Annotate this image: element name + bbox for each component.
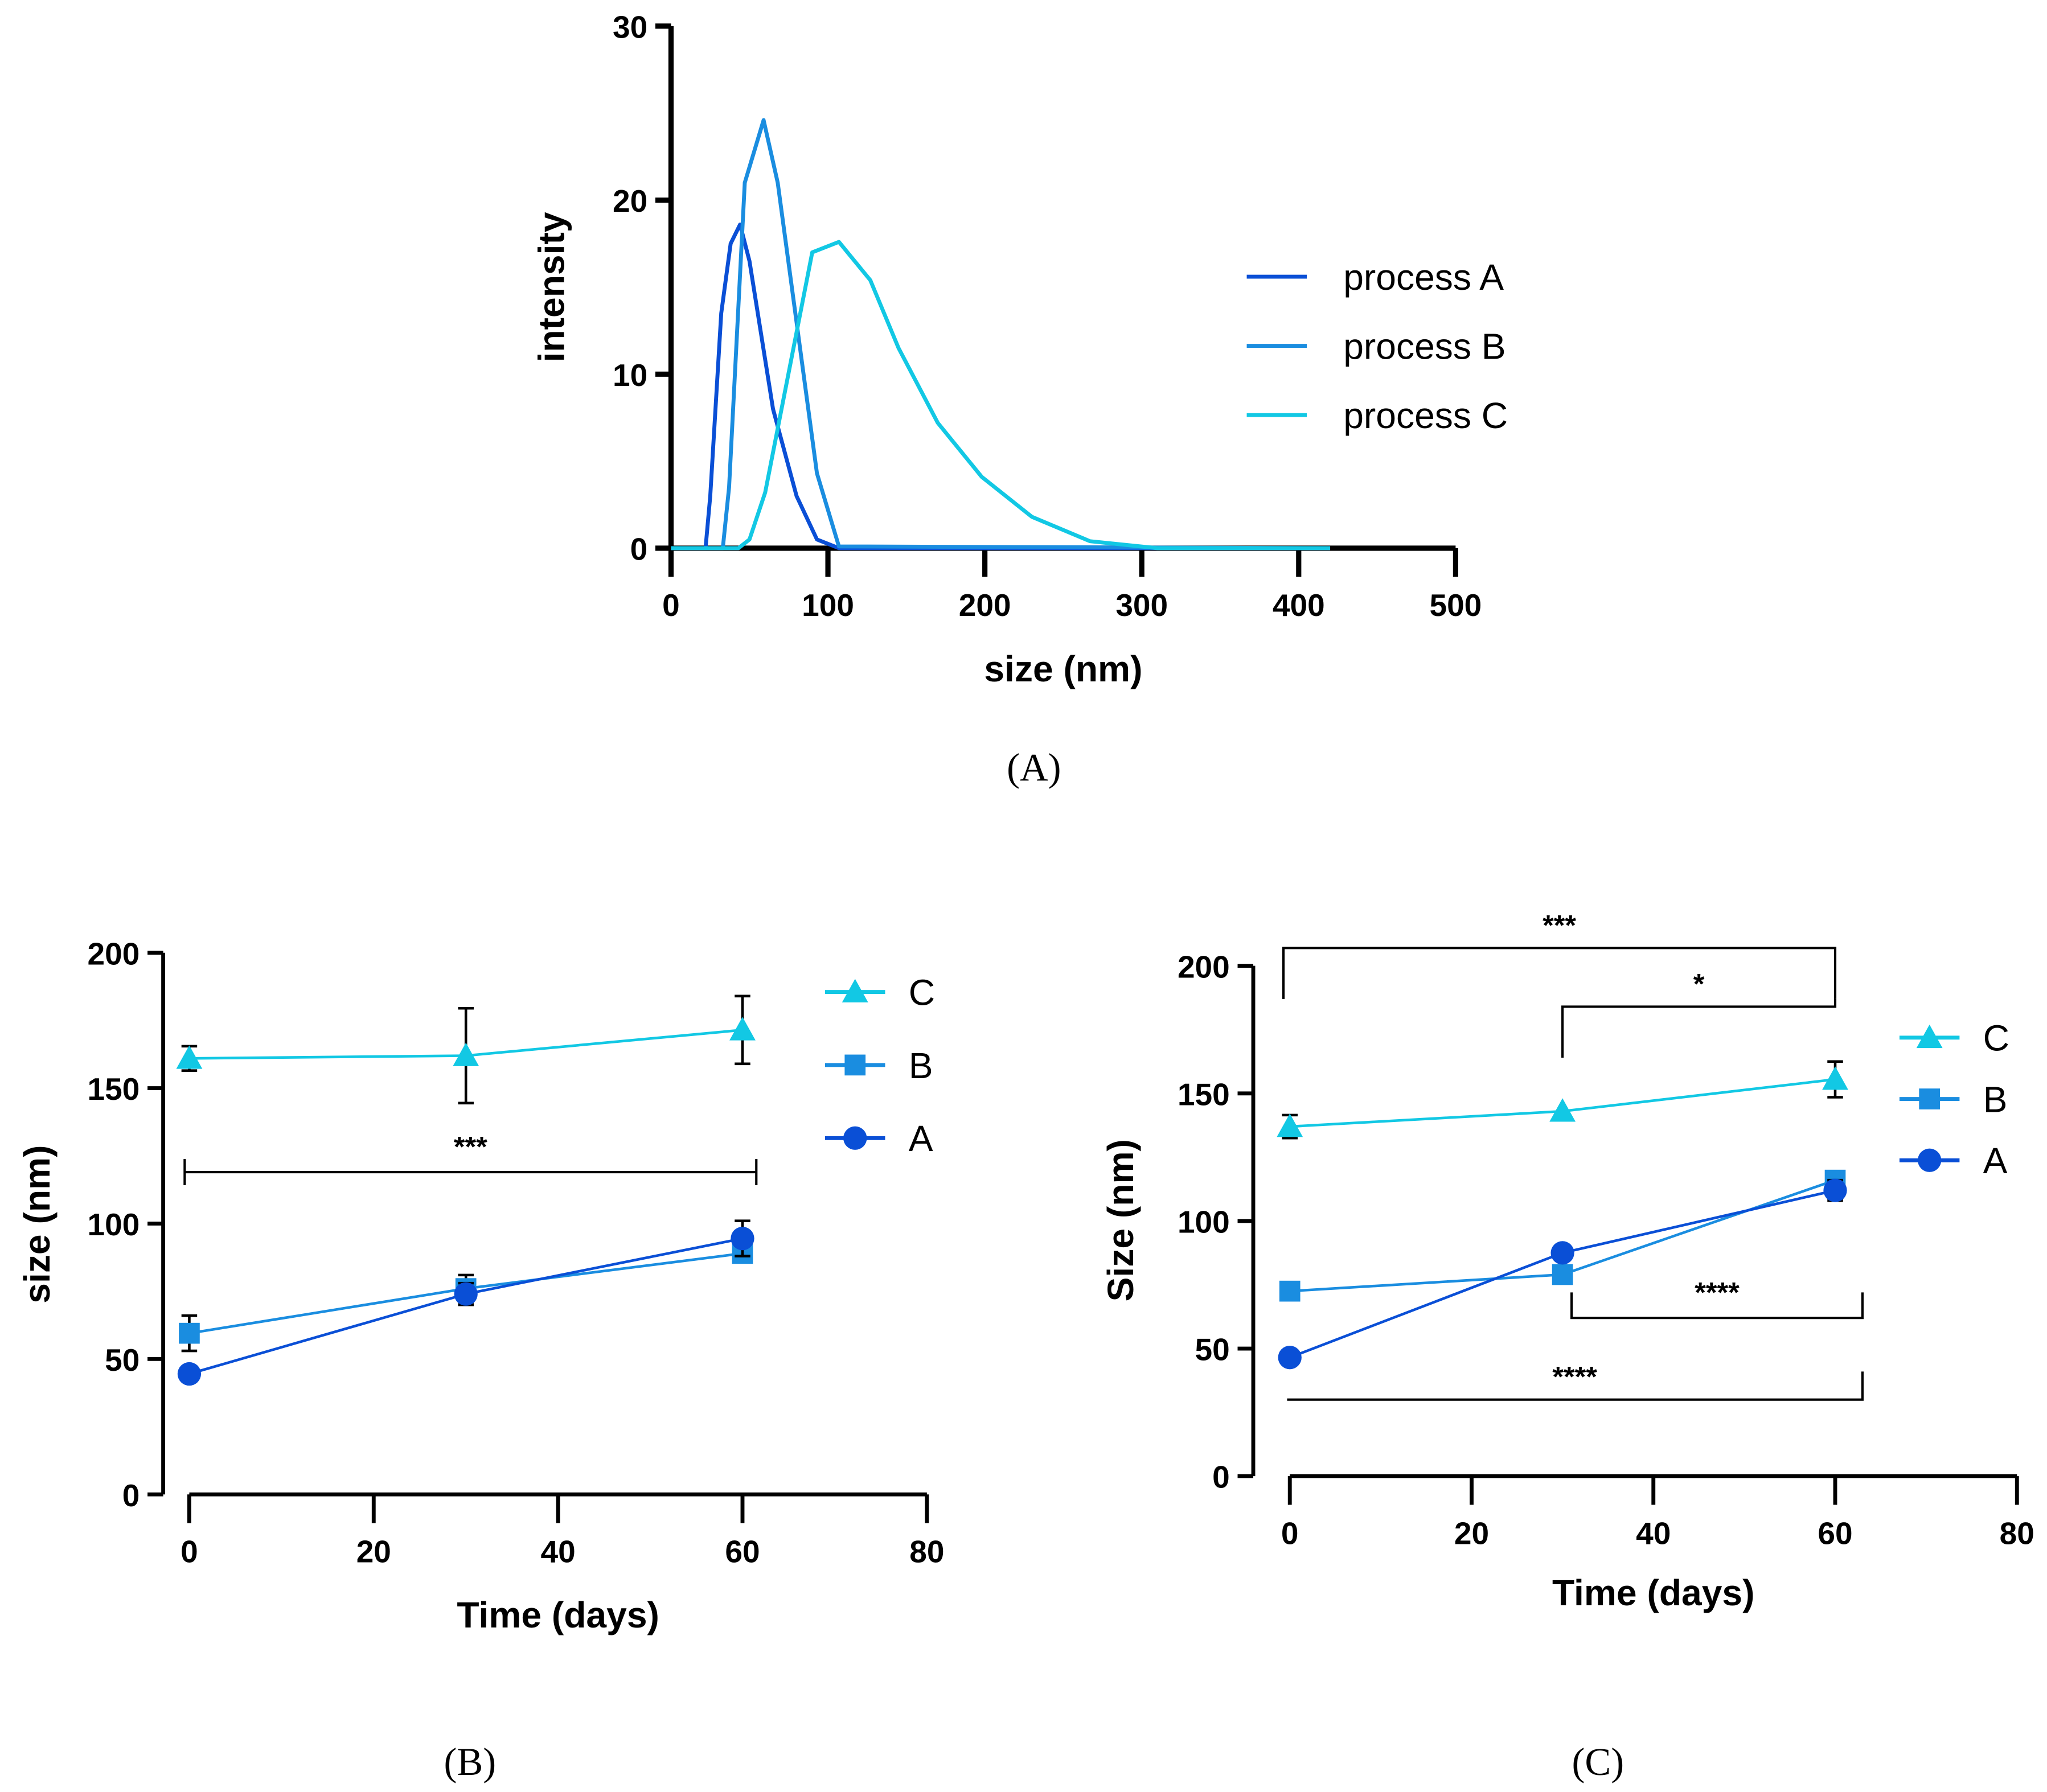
triangle-marker bbox=[453, 1042, 479, 1066]
circle-marker bbox=[1823, 1178, 1847, 1202]
significance-label: **** bbox=[1552, 1361, 1597, 1393]
series-line bbox=[188, 1237, 743, 1375]
x-axis-label: Time (days) bbox=[457, 1594, 659, 1635]
series-process-b bbox=[671, 118, 1330, 550]
x-tick-label: 60 bbox=[1818, 1515, 1852, 1551]
circle-marker bbox=[1278, 1346, 1302, 1370]
x-tick-label: 0 bbox=[1281, 1515, 1299, 1551]
square-marker bbox=[179, 1322, 200, 1344]
square-marker bbox=[844, 1054, 866, 1076]
legend-label: process A bbox=[1343, 257, 1504, 298]
triangle-marker bbox=[729, 1017, 756, 1041]
circle-marker bbox=[454, 1282, 478, 1306]
panel-caption: (C) bbox=[1572, 1740, 1624, 1783]
y-tick-label: 100 bbox=[88, 1207, 140, 1242]
circle-marker bbox=[1550, 1241, 1574, 1265]
y-tick-label: 50 bbox=[105, 1342, 140, 1378]
panel-caption: (B) bbox=[444, 1740, 497, 1783]
significance-bracket bbox=[1570, 1292, 1864, 1320]
legend-label: A bbox=[1983, 1140, 2008, 1181]
series-a bbox=[1278, 1178, 1847, 1370]
x-axis-label: size (nm) bbox=[984, 648, 1142, 689]
y-axis-label: size (nm) bbox=[17, 1145, 58, 1304]
significance-bracket bbox=[1287, 1371, 1864, 1401]
legend-label: C bbox=[1983, 1018, 2009, 1059]
x-tick-label: 20 bbox=[1454, 1515, 1489, 1551]
x-tick-label: 300 bbox=[1115, 587, 1168, 623]
triangle-marker bbox=[1549, 1098, 1576, 1122]
circle-marker bbox=[843, 1126, 867, 1150]
circle-marker bbox=[731, 1227, 754, 1251]
y-tick-label: 200 bbox=[1178, 949, 1230, 984]
series-process-c bbox=[671, 240, 1330, 550]
x-tick-label: 60 bbox=[725, 1534, 760, 1569]
y-tick-label: 100 bbox=[1178, 1205, 1230, 1240]
chart-b: 0 50 100 150 200 0 20 40 60 80 Time (days) size (nm… bbox=[17, 936, 944, 1783]
y-tick-label: 30 bbox=[613, 10, 647, 45]
y-tick-label: 10 bbox=[613, 357, 647, 393]
circle-marker bbox=[1918, 1148, 1942, 1172]
x-tick-label: 80 bbox=[909, 1534, 944, 1569]
x-tick-label: 400 bbox=[1273, 587, 1325, 623]
y-tick-label: 0 bbox=[630, 532, 648, 567]
series-b bbox=[1279, 1169, 1846, 1302]
significance-label: *** bbox=[1543, 909, 1576, 941]
significance-bracket bbox=[1561, 998, 1837, 1058]
square-marker bbox=[1552, 1264, 1573, 1285]
x-tick-label: 20 bbox=[356, 1534, 391, 1569]
x-axis-label: Time (days) bbox=[1552, 1572, 1755, 1613]
x-tick-label: 40 bbox=[1636, 1515, 1671, 1551]
legend-label: A bbox=[909, 1118, 933, 1159]
y-tick-label: 20 bbox=[613, 183, 647, 219]
square-marker bbox=[1919, 1088, 1940, 1109]
series-line bbox=[671, 222, 1330, 550]
x-tick-label: 500 bbox=[1429, 587, 1482, 623]
legend-label: process B bbox=[1343, 326, 1505, 367]
y-tick-label: 200 bbox=[88, 936, 140, 971]
series-a bbox=[177, 1219, 754, 1386]
y-tick-label: 50 bbox=[1195, 1332, 1230, 1367]
y-axis-label: Size (nm) bbox=[1100, 1139, 1141, 1301]
triangle-marker bbox=[1277, 1113, 1303, 1137]
legend-label: C bbox=[909, 972, 935, 1013]
series-c bbox=[176, 994, 756, 1105]
x-tick-label: 80 bbox=[2000, 1515, 2034, 1551]
series-line bbox=[671, 118, 1330, 550]
y-axis-label: intensity bbox=[531, 212, 572, 362]
triangle-marker bbox=[1916, 1024, 1943, 1049]
y-tick-label: 0 bbox=[122, 1478, 140, 1513]
legend-label: process C bbox=[1343, 395, 1508, 436]
series-process-a bbox=[671, 222, 1330, 550]
series-line bbox=[671, 240, 1330, 550]
significance-bracket bbox=[1282, 947, 1837, 999]
triangle-marker bbox=[842, 979, 868, 1002]
x-tick-label: 0 bbox=[181, 1534, 198, 1569]
significance-label: *** bbox=[454, 1131, 487, 1163]
significance-label: **** bbox=[1695, 1276, 1740, 1309]
square-marker bbox=[1279, 1280, 1301, 1302]
legend-label: B bbox=[909, 1045, 933, 1086]
y-tick-label: 0 bbox=[1212, 1460, 1230, 1495]
chart-c: 0 50 100 150 200 0 20 40 60 80 Time (days) Size (nm… bbox=[1100, 909, 2034, 1783]
significance-label: * bbox=[1693, 967, 1705, 1000]
y-tick-label: 150 bbox=[88, 1071, 140, 1107]
x-tick-label: 40 bbox=[541, 1534, 576, 1569]
x-tick-label: 0 bbox=[662, 587, 680, 623]
x-tick-label: 200 bbox=[959, 587, 1011, 623]
triangle-marker bbox=[176, 1045, 203, 1069]
x-tick-label: 100 bbox=[802, 587, 854, 623]
series-c bbox=[1277, 1060, 1848, 1140]
triangle-marker bbox=[1822, 1066, 1848, 1090]
panel-caption: (A) bbox=[1007, 746, 1061, 789]
legend-label: B bbox=[1983, 1079, 2008, 1120]
y-tick-label: 150 bbox=[1178, 1076, 1230, 1112]
circle-marker bbox=[177, 1362, 202, 1386]
significance-bracket bbox=[183, 1159, 758, 1186]
